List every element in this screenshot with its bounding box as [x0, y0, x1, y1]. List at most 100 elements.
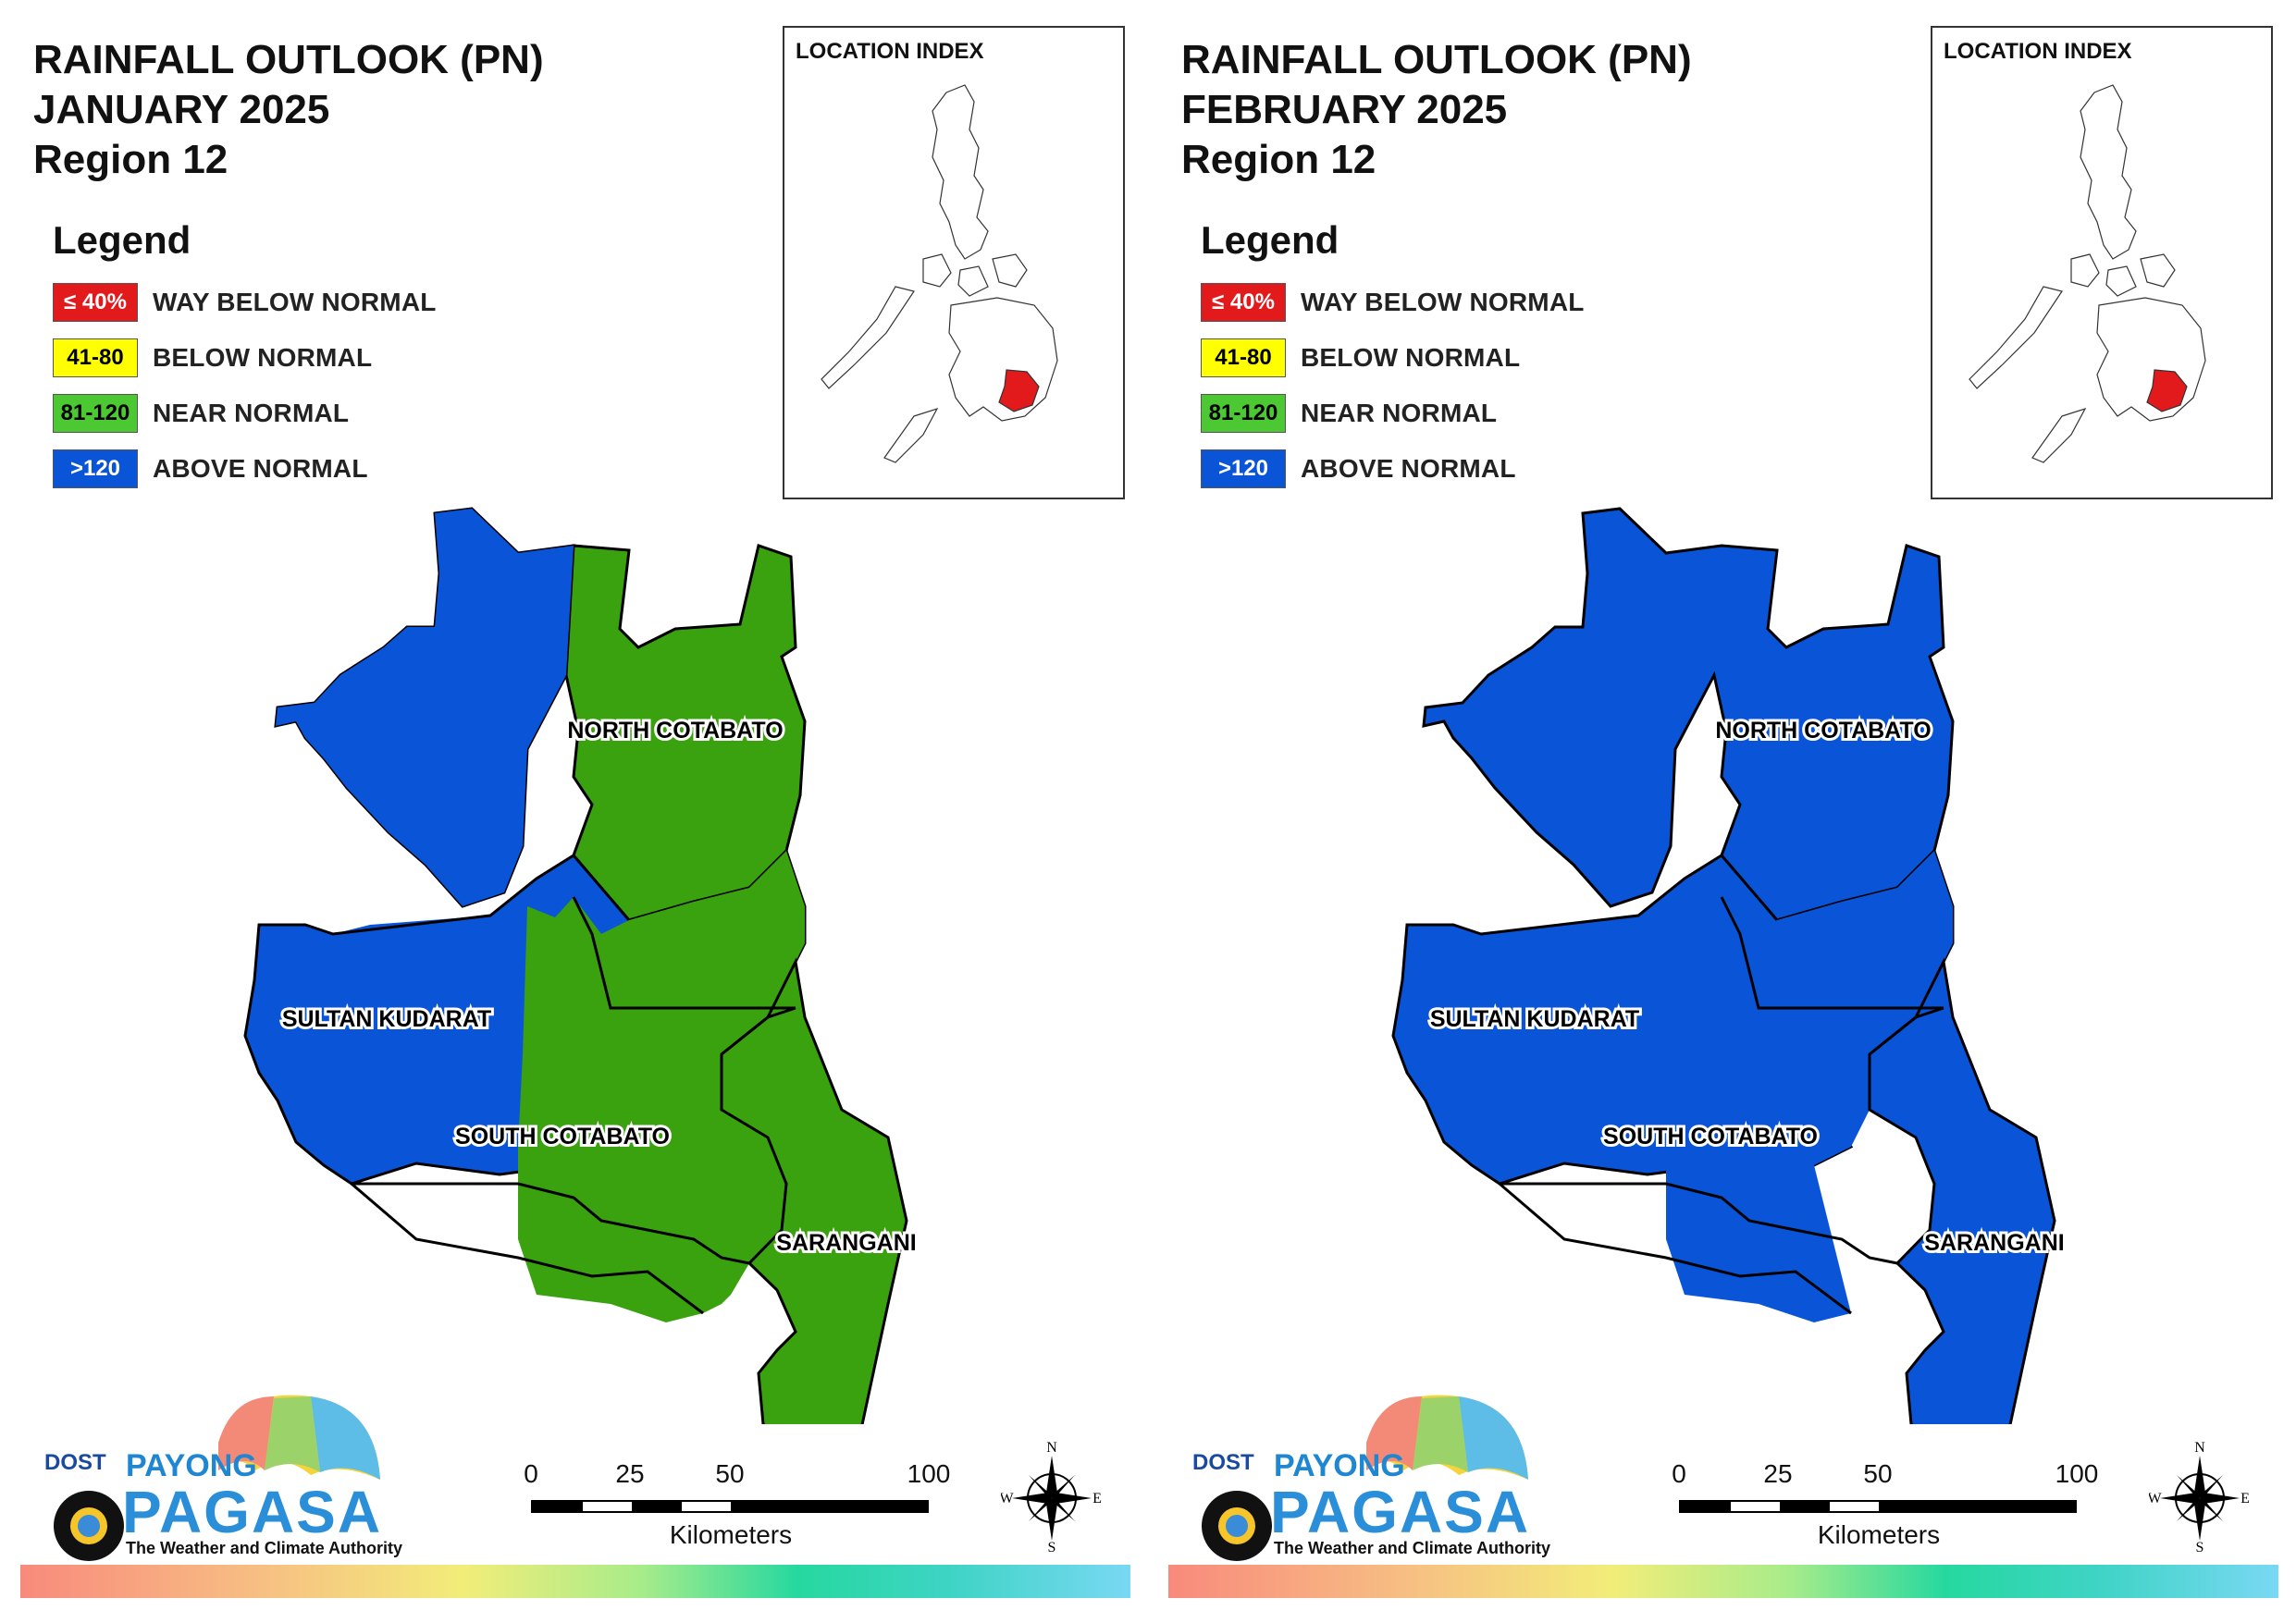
map-title: RAINFALL OUTLOOK (PN) FEBRUARY 2025 Regi…: [1181, 35, 1692, 185]
legend-label: ABOVE NORMAL: [1301, 454, 1516, 483]
title-line-3: Region 12: [33, 137, 228, 182]
label-north-cotabato: NORTH COTABATO: [1715, 718, 1931, 744]
legend-swatch: 41-80: [53, 338, 138, 377]
compass-rose-icon: N S E W: [2147, 1440, 2250, 1555]
map-panel-january: RAINFALL OUTLOOK (PN) JANUARY 2025 Regio…: [20, 26, 1130, 1598]
footer-gradient-bar: [20, 1565, 1130, 1598]
title-line-1: RAINFALL OUTLOOK (PN): [33, 37, 544, 82]
legend-label: ABOVE NORMAL: [153, 454, 368, 483]
legend-label: NEAR NORMAL: [153, 399, 350, 427]
scale-unit: Kilometers: [669, 1520, 793, 1549]
logo-pagasa: PAGASA: [122, 1479, 383, 1545]
region-12-highlight: [998, 369, 1040, 412]
compass-rose: N S E W: [999, 1440, 1103, 1556]
logo-dost: DOST: [1192, 1450, 1254, 1475]
location-index-title: LOCATION INDEX: [1944, 39, 2132, 64]
location-index: LOCATION INDEX: [783, 26, 1125, 499]
label-south-cotabato: SOUTH COTABATO: [455, 1124, 670, 1150]
philippines-locator-map: [821, 84, 1058, 463]
label-sultan-kudarat: SULTAN KUDARAT: [1430, 1006, 1639, 1032]
title-line-2: FEBRUARY 2025: [1181, 87, 1508, 132]
logo-dost: DOST: [44, 1450, 106, 1475]
legend-label: WAY BELOW NORMAL: [1301, 288, 1585, 316]
legend-swatch: 81-120: [1201, 394, 1286, 433]
legend: Legend ≤ 40% WAY BELOW NORMAL 41-80 BELO…: [1201, 218, 1585, 503]
logo-pagasa: PAGASA: [1270, 1479, 1531, 1545]
compass-w: W: [1001, 1491, 1014, 1506]
label-sultan-kudarat: SULTAN KUDARAT: [282, 1006, 491, 1032]
legend-label: BELOW NORMAL: [153, 343, 373, 372]
scale-bar-graphic: [531, 1500, 929, 1513]
logo-tagline: The Weather and Climate Authority: [126, 1539, 403, 1557]
scale-tick-50: 50: [1863, 1459, 1893, 1488]
region-12-highlight: [2146, 369, 2188, 412]
scale-bar-graphic: [1679, 1500, 2077, 1513]
logo-payong: PAYONG: [1274, 1448, 1405, 1483]
region-12-map: NORTH COTABATO SULTAN KUDARAT SOUTH COTA…: [1391, 507, 2068, 1424]
label-sarangani: SARANGANI: [1924, 1230, 2064, 1256]
compass-s: S: [1048, 1540, 1056, 1552]
philippines-locator-map: [1969, 84, 2206, 463]
legend-label: NEAR NORMAL: [1301, 399, 1498, 427]
logo-payong: PAYONG: [126, 1448, 257, 1483]
legend-label: BELOW NORMAL: [1301, 343, 1521, 372]
label-sarangani: SARANGANI: [776, 1230, 916, 1256]
scale-bar: 0 25 50 100 Kilometers: [518, 1459, 950, 1552]
legend-title: Legend: [1201, 218, 1339, 262]
scale-tick-100: 100: [907, 1459, 951, 1488]
location-index: LOCATION INDEX: [1931, 26, 2273, 499]
region-sarangani: [1868, 957, 2056, 1424]
legend: Legend ≤ 40% WAY BELOW NORMAL 41-80 BELO…: [53, 218, 437, 503]
logo-tagline: The Weather and Climate Authority: [1274, 1539, 1551, 1557]
scale-tick-0: 0: [524, 1459, 538, 1488]
label-south-cotabato: SOUTH COTABATO: [1603, 1124, 1818, 1150]
legend-item-below-normal: 41-80 BELOW NORMAL: [53, 337, 437, 379]
legend-item-near-normal: 81-120 NEAR NORMAL: [53, 392, 437, 435]
map-title: RAINFALL OUTLOOK (PN) JANUARY 2025 Regio…: [33, 35, 544, 185]
compass-n: N: [1046, 1441, 1057, 1456]
legend-item-above-normal: >120 ABOVE NORMAL: [1201, 448, 1585, 490]
legend-item-way-below-normal: ≤ 40% WAY BELOW NORMAL: [53, 281, 437, 324]
compass-s: S: [2196, 1540, 2204, 1552]
scale-unit: Kilometers: [1817, 1520, 1941, 1549]
compass-n: N: [2194, 1441, 2205, 1456]
scale-tick-25: 25: [615, 1459, 645, 1488]
legend-swatch: >120: [53, 449, 138, 488]
title-line-3: Region 12: [1181, 137, 1376, 182]
title-line-2: JANUARY 2025: [33, 87, 330, 132]
region-south-cotabato: [1666, 851, 1953, 1322]
scale-tick-50: 50: [715, 1459, 745, 1488]
compass-rose: N S E W: [2147, 1440, 2251, 1556]
legend-swatch: ≤ 40%: [1201, 283, 1286, 322]
legend-item-below-normal: 41-80 BELOW NORMAL: [1201, 337, 1585, 379]
region-north-cotabato: [1422, 507, 1955, 922]
compass-e: E: [1092, 1491, 1102, 1506]
legend-swatch: 41-80: [1201, 338, 1286, 377]
region-north-cotabato-near-normal: [564, 544, 807, 922]
legend-label: WAY BELOW NORMAL: [153, 288, 437, 316]
title-line-1: RAINFALL OUTLOOK (PN): [1181, 37, 1692, 82]
legend-swatch: 81-120: [53, 394, 138, 433]
legend-swatch: >120: [1201, 449, 1286, 488]
legend-title: Legend: [53, 218, 191, 262]
label-north-cotabato: NORTH COTABATO: [567, 718, 783, 744]
region-sarangani: [720, 957, 908, 1424]
legend-item-way-below-normal: ≤ 40% WAY BELOW NORMAL: [1201, 281, 1585, 324]
compass-e: E: [2240, 1491, 2250, 1506]
scale-tick-100: 100: [2055, 1459, 2099, 1488]
footer-gradient-bar: [1168, 1565, 2278, 1598]
umbrella-logo-icon: [1202, 1395, 1528, 1561]
map-panel-february: RAINFALL OUTLOOK (PN) FEBRUARY 2025 Regi…: [1148, 0, 2296, 1623]
pagasa-logo: DOST PAYONG PAGASA The Weather and Clima…: [33, 1387, 403, 1563]
legend-item-above-normal: >120 ABOVE NORMAL: [53, 448, 437, 490]
pagasa-logo: DOST PAYONG PAGASA The Weather and Clima…: [1181, 1387, 1551, 1563]
legend-swatch: ≤ 40%: [53, 283, 138, 322]
scale-tick-0: 0: [1672, 1459, 1686, 1488]
location-index-title: LOCATION INDEX: [796, 39, 984, 64]
region-12-map: NORTH COTABATO SULTAN KUDARAT SOUTH COTA…: [243, 507, 920, 1424]
compass-rose-icon: N S E W: [999, 1440, 1102, 1555]
scale-tick-25: 25: [1763, 1459, 1793, 1488]
scale-bar: 0 25 50 100 Kilometers: [1666, 1459, 2098, 1552]
compass-w: W: [2149, 1491, 2162, 1506]
legend-item-near-normal: 81-120 NEAR NORMAL: [1201, 392, 1585, 435]
